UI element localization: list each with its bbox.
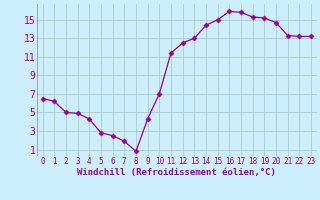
X-axis label: Windchill (Refroidissement éolien,°C): Windchill (Refroidissement éolien,°C) xyxy=(77,168,276,177)
